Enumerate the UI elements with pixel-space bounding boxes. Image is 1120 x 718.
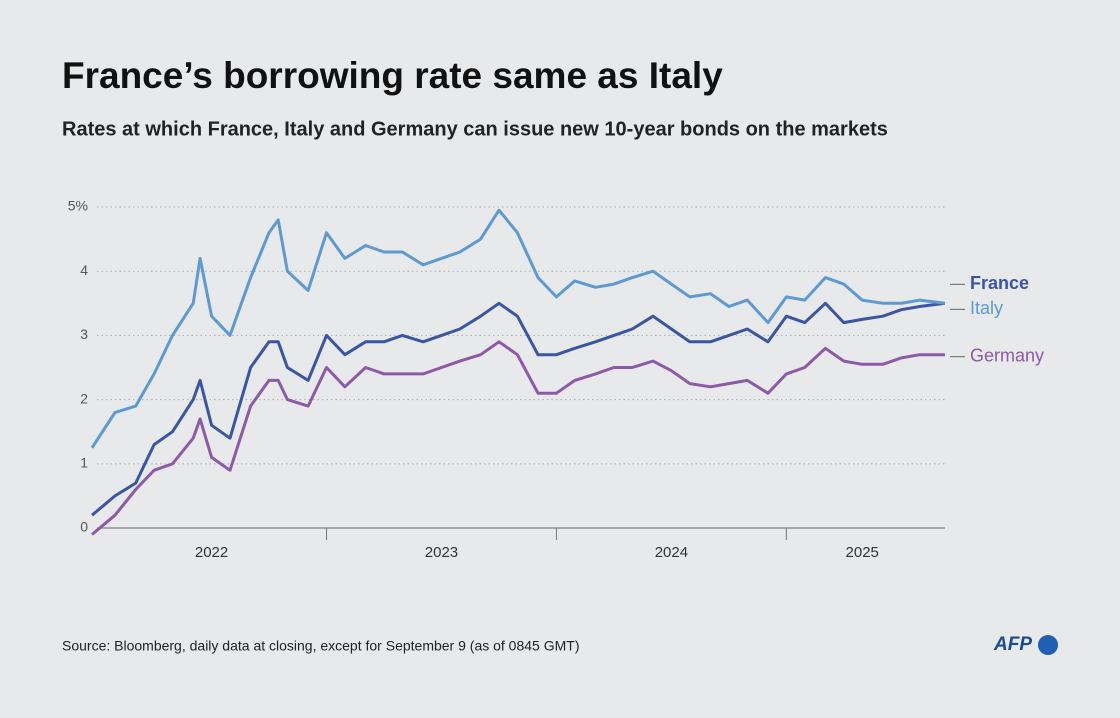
x-tick-label: 2022 [195, 544, 228, 561]
y-tick-label: 5% [68, 198, 88, 214]
y-tick-label: 4 [80, 262, 88, 278]
y-tick-label: 1 [80, 455, 88, 471]
x-tick-label: 2023 [425, 544, 458, 561]
series-line [91, 340, 945, 536]
x-tick-label: 2025 [846, 544, 879, 561]
logo: AFP [993, 634, 1032, 655]
legend-label: Italy [970, 298, 1003, 318]
chart-title: France’s borrowing rate same as Italy [62, 55, 723, 96]
series-line [90, 208, 946, 449]
x-tick-label: 2024 [655, 544, 688, 561]
source-note: Source: Bloomberg, daily data at closing… [62, 638, 579, 654]
y-tick-label: 3 [80, 326, 88, 342]
y-tick-label: 0 [80, 519, 88, 535]
logo-dot [1038, 635, 1058, 655]
chart-subtitle: Rates at which France, Italy and Germany… [62, 118, 888, 140]
y-tick-label: 2 [80, 390, 88, 406]
legend-label: Germany [970, 345, 1044, 365]
legend-label: France [970, 273, 1029, 293]
series-line [91, 301, 946, 517]
